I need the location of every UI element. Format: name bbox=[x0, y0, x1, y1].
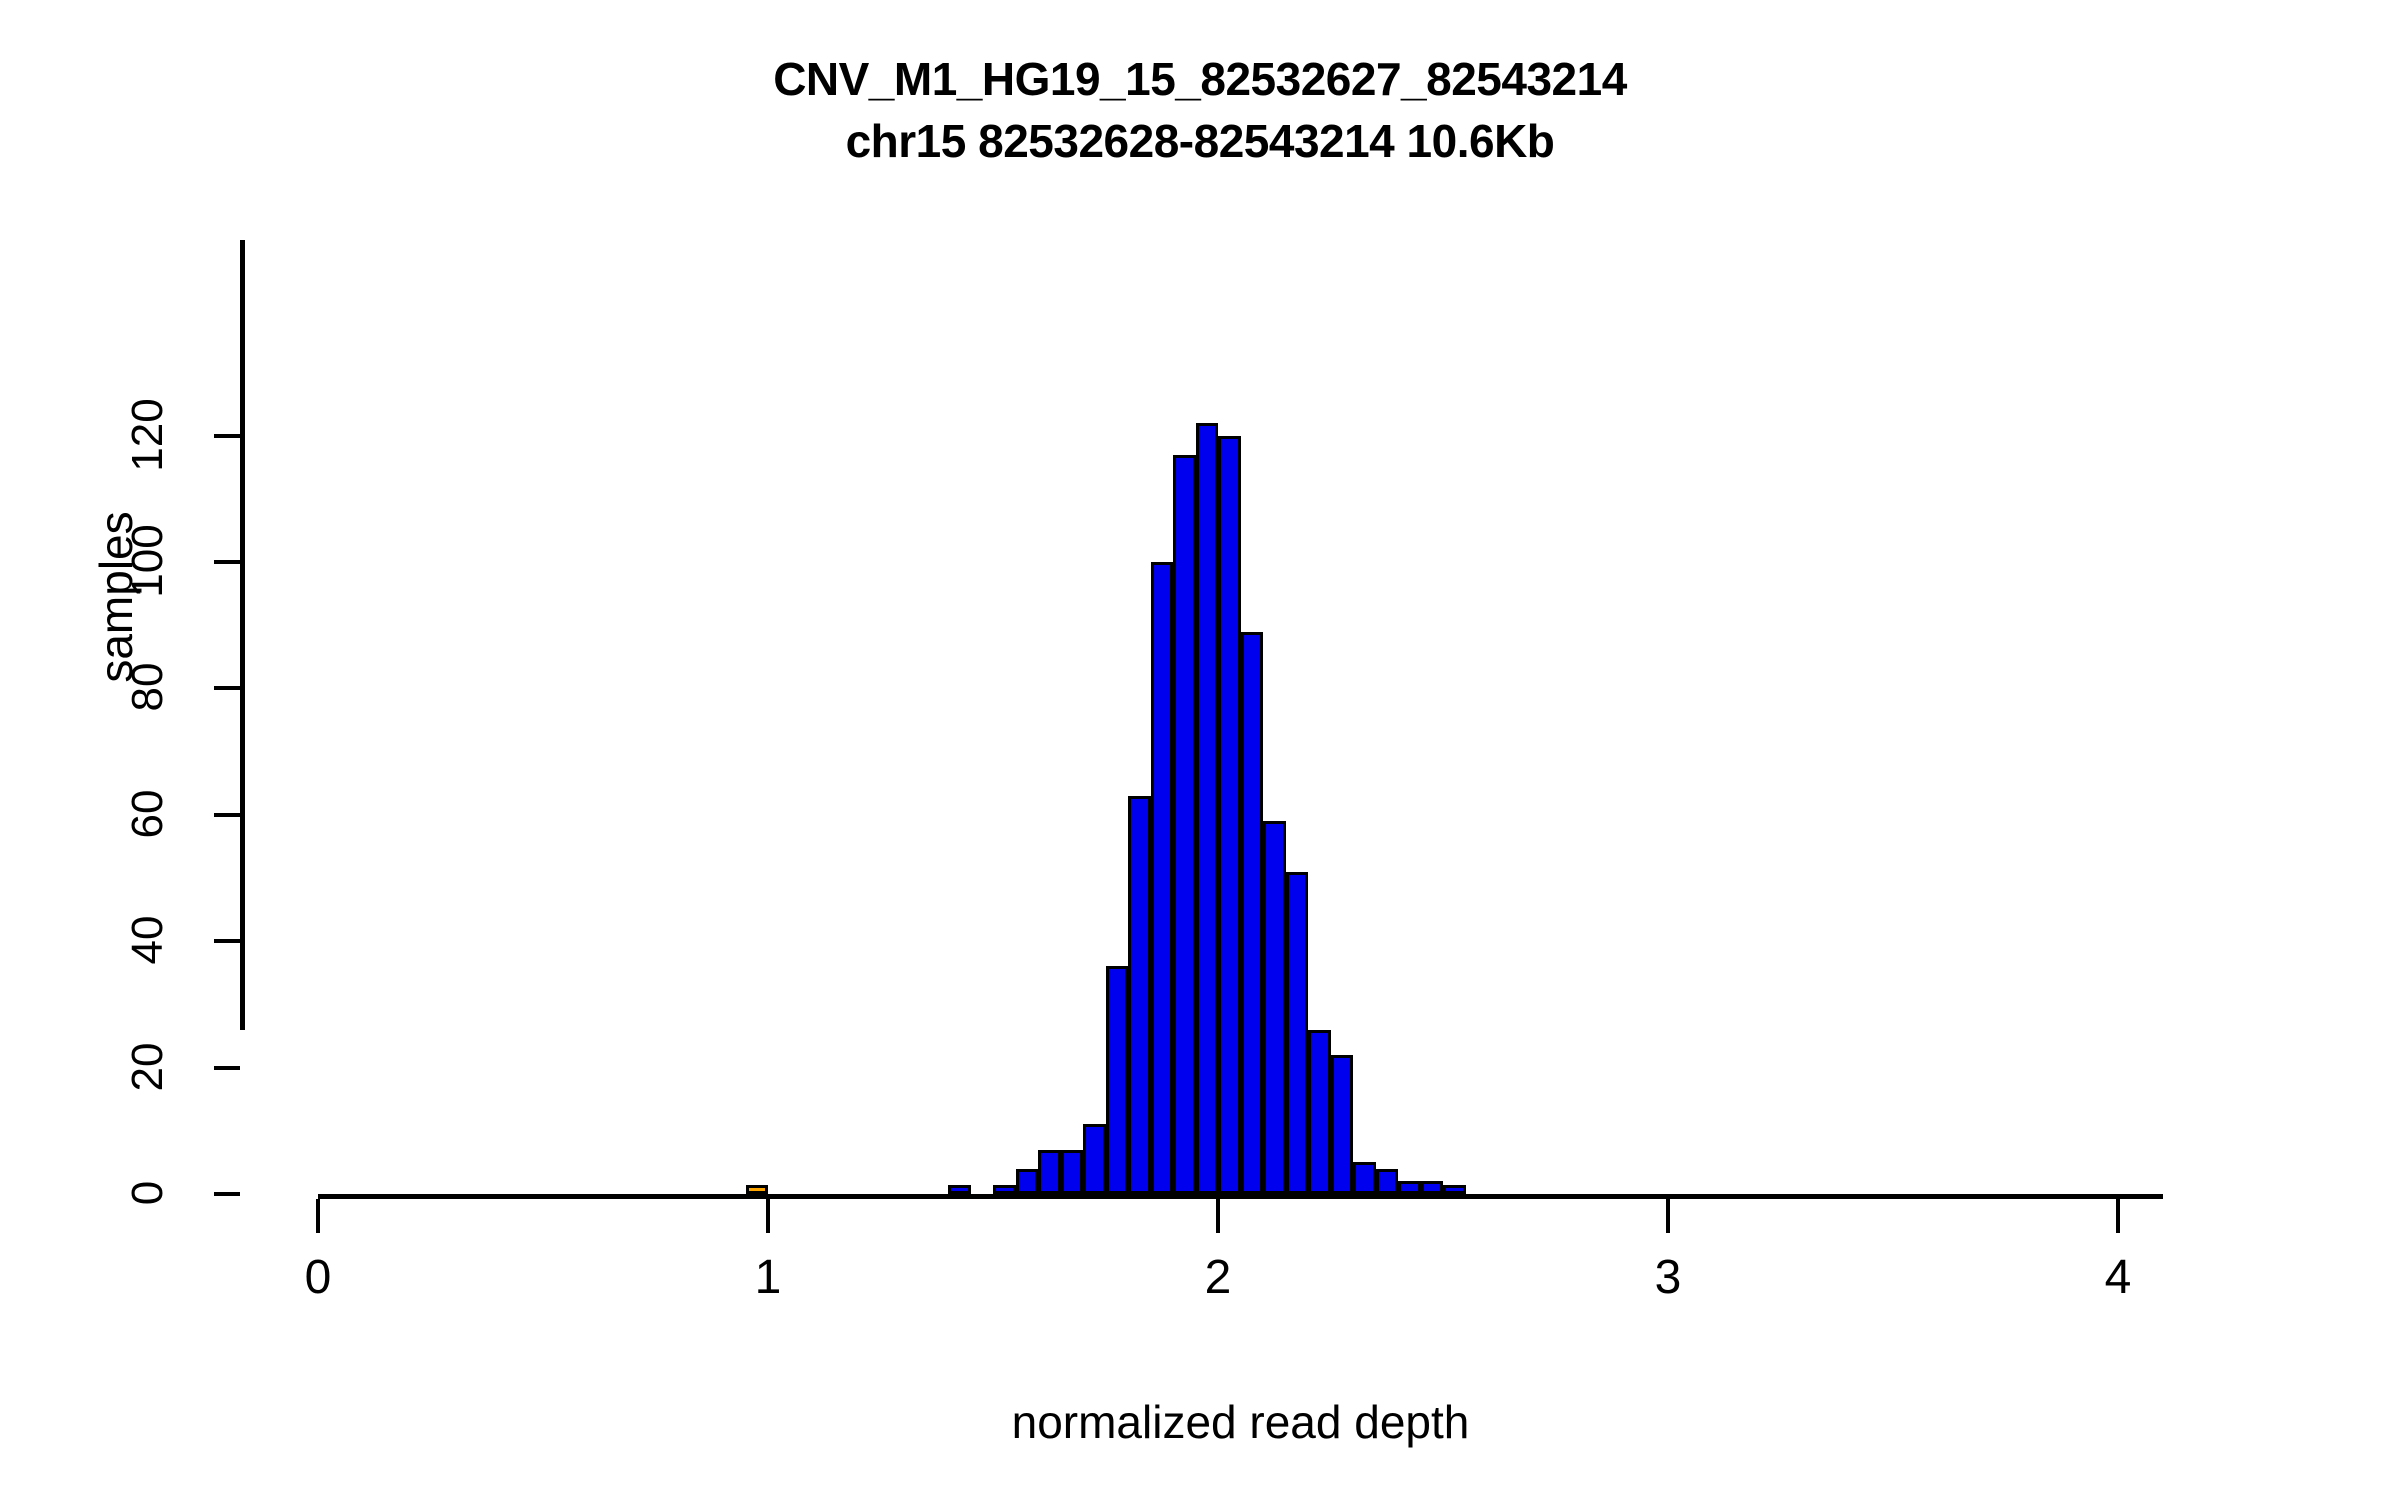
histogram-bar bbox=[1263, 821, 1286, 1194]
x-tick-mark bbox=[2116, 1199, 2120, 1233]
y-tick-mark bbox=[214, 1065, 240, 1070]
histogram-bar bbox=[1218, 435, 1241, 1194]
histogram-bar bbox=[1195, 422, 1218, 1194]
histogram-bar bbox=[1150, 562, 1173, 1194]
histogram-bar bbox=[1038, 1149, 1061, 1194]
y-tick-mark bbox=[214, 560, 240, 564]
y-tick-mark bbox=[214, 686, 240, 691]
histogram-bar bbox=[1173, 454, 1196, 1194]
y-tick-label: 40 bbox=[123, 915, 172, 965]
y-tick-label: 0 bbox=[123, 1180, 172, 1206]
histogram-bar bbox=[1105, 966, 1128, 1194]
y-tick-label: 60 bbox=[123, 789, 172, 839]
histogram-bar bbox=[1285, 871, 1308, 1194]
y-tick-label: 20 bbox=[123, 1042, 172, 1092]
x-tick-mark bbox=[766, 1199, 770, 1233]
y-tick-mark bbox=[214, 939, 240, 944]
y-tick-mark bbox=[214, 1192, 240, 1196]
y-axis-label: samples bbox=[90, 511, 142, 683]
histogram-bar bbox=[745, 1185, 768, 1194]
histogram-bar bbox=[1353, 1162, 1376, 1194]
x-tick-label: 4 bbox=[2104, 1251, 2132, 1304]
x-tick-label: 0 bbox=[304, 1251, 332, 1304]
histogram-bar bbox=[1128, 795, 1151, 1194]
x-axis-label: normalized read depth bbox=[1011, 1396, 1470, 1448]
histogram-bar bbox=[1308, 1029, 1331, 1194]
y-tick-mark bbox=[214, 433, 240, 438]
histogram-bar bbox=[993, 1185, 1016, 1194]
histogram-bar bbox=[1083, 1124, 1106, 1194]
x-tick-mark bbox=[1666, 1199, 1670, 1233]
y-axis-line bbox=[240, 240, 245, 1030]
chart-title-block: CNV_M1_HG19_15_82532627_82543214 chr15 8… bbox=[0, 48, 2400, 172]
x-tick-mark bbox=[1216, 1199, 1220, 1233]
y-tick-mark bbox=[214, 812, 240, 817]
x-axis-line bbox=[318, 1194, 2163, 1199]
histogram-bar bbox=[1375, 1168, 1398, 1194]
x-tick-mark bbox=[316, 1199, 320, 1233]
x-tick-label: 1 bbox=[754, 1251, 782, 1304]
histogram-bar bbox=[1443, 1185, 1466, 1194]
x-tick-label: 3 bbox=[1654, 1251, 1682, 1304]
histogram-bar bbox=[1060, 1149, 1083, 1194]
x-tick-label: 2 bbox=[1204, 1251, 1232, 1304]
histogram-bar bbox=[1420, 1181, 1443, 1194]
chart-subtitle: chr15 82532628-82543214 10.6Kb bbox=[845, 115, 1555, 167]
histogram-bar bbox=[948, 1185, 971, 1194]
histogram-bar bbox=[1015, 1168, 1038, 1194]
histogram-bar bbox=[1330, 1054, 1353, 1194]
histogram-bar bbox=[1398, 1181, 1421, 1194]
chart-title: CNV_M1_HG19_15_82532627_82543214 bbox=[773, 53, 1627, 105]
histogram-bar bbox=[1240, 631, 1263, 1194]
histogram-bars bbox=[318, 240, 2163, 1194]
